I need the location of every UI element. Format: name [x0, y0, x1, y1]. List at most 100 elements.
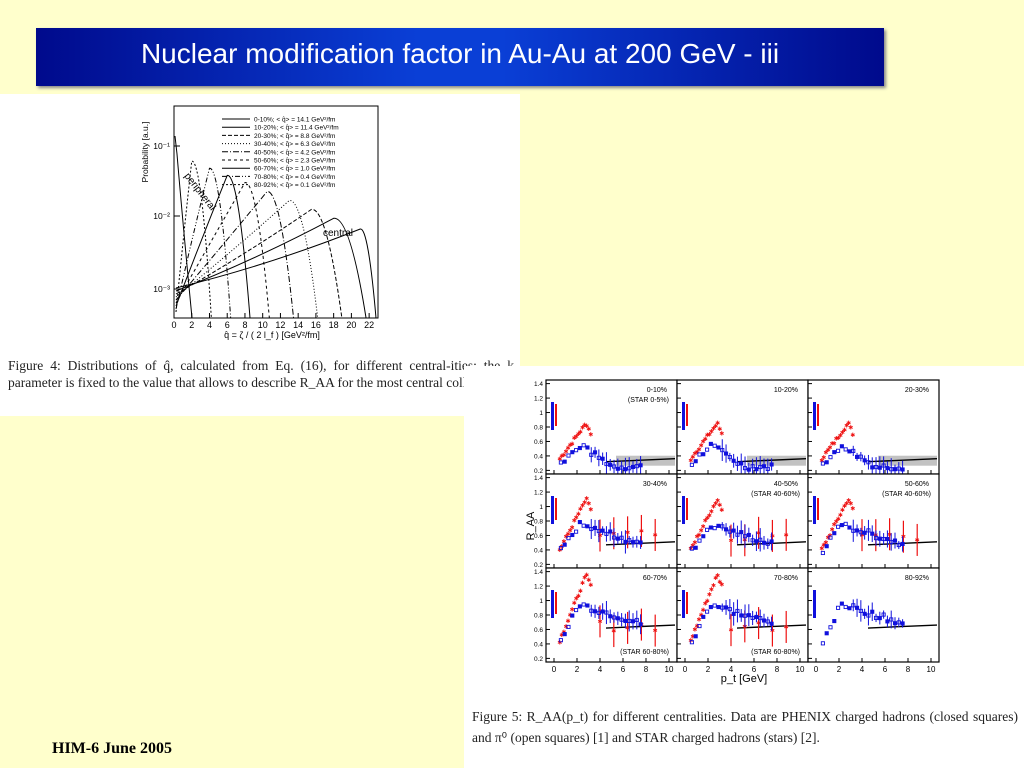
fig4-xtick-label: 20	[346, 320, 356, 330]
fig5-star-point: ✱	[559, 632, 564, 639]
fig4-xtick-label: 4	[207, 320, 212, 330]
fig5-phenix-point	[820, 641, 825, 646]
fig5-phenix-point	[577, 520, 582, 525]
fig5-phenix-point	[847, 606, 852, 611]
fig5-phenix-point	[889, 617, 894, 622]
fig5-star-point: ✱	[566, 618, 571, 625]
fig5-phenix-point	[600, 609, 605, 614]
fig5-star-point: ✱	[844, 422, 849, 429]
fig5-phenix-point	[847, 449, 852, 454]
fig5-phenix-point	[855, 528, 860, 533]
fig5-phenix-point	[693, 634, 698, 639]
fig5-phenix-point	[619, 617, 624, 622]
fig5-phenix-point	[873, 615, 879, 620]
fig5-panel: 1.41.210.80.60.40.230-40%✱✱✱✱✱✱✱✱✱✱✱✱✱✱✱…	[534, 473, 678, 569]
fig5-phenix-point	[820, 461, 825, 466]
fig5-theory-band	[878, 455, 937, 466]
fig5-star-point: ✱	[568, 527, 573, 534]
fig5-phenix-point	[824, 460, 829, 465]
fig5-ytick-label: 1.4	[534, 569, 543, 576]
fig5-phenix-point	[701, 452, 706, 457]
fig5-phenix-point	[851, 448, 856, 453]
fig5-star-point: ✱	[584, 572, 589, 579]
fig5-star-point: ✱	[578, 429, 583, 436]
fig5-phenix-point	[720, 605, 725, 610]
fig5-star-point: ✱	[832, 521, 837, 528]
fig5-xtick-label: 10	[927, 665, 936, 674]
fig4-curve	[175, 167, 232, 319]
fig5-phenix-point	[731, 528, 736, 533]
fig5-phenix-point	[858, 608, 863, 613]
fig5-star-point: ✱	[694, 534, 699, 541]
fig5-xtick-label: 8	[644, 665, 649, 674]
fig5-xtick-label: 10	[665, 665, 674, 674]
fig5-star-point: ✱	[709, 428, 714, 435]
fig5-phenix-point	[727, 529, 732, 534]
fig5-phenix-point	[754, 539, 759, 544]
fig5-phenix-point	[746, 467, 751, 472]
fig5-star-point: ✱	[692, 626, 697, 633]
fig5-norm-error-phenix	[551, 590, 554, 618]
fig5-phenix-point	[769, 539, 774, 544]
fig5-star-point: ✱	[770, 628, 775, 635]
fig5-phenix-point	[735, 608, 740, 614]
title-bar: Nuclear modification factor in Au-Au at …	[36, 28, 884, 86]
fig5-star-point: ✱	[688, 457, 693, 464]
fig5-star-point: ✱	[570, 441, 575, 448]
fig5-phenix-point	[836, 605, 841, 610]
fig5-phenix-point	[761, 464, 767, 469]
fig4-curve	[175, 191, 295, 319]
fig5-norm-error-star	[686, 592, 688, 614]
fig4-xlabel: q̂ = ζ / ( 2 l_f ) [GeV²/fm]	[224, 330, 320, 340]
fig4-curve	[175, 182, 270, 319]
fig5-phenix-point	[634, 617, 639, 623]
fig5-phenix-point	[858, 530, 863, 535]
fig5-xtick-label: 0	[552, 665, 557, 674]
fig5-phenix-point	[581, 523, 586, 528]
fig5-phenix-point	[708, 525, 713, 530]
fig5-star-point: ✱	[692, 539, 697, 546]
fig5-phenix-point	[889, 539, 894, 545]
fig5-phenix-point	[689, 546, 694, 551]
fig4-ylabel: Probability [a.u.]	[140, 122, 150, 183]
fig5-panel-label: 40-50%	[774, 481, 798, 488]
fig5-star-point: ✱	[699, 528, 704, 535]
fig5-phenix-point	[600, 528, 605, 533]
fig4-legend-entry: 30-40%; < q̂> = 6.3 GeV²/fm	[254, 141, 335, 148]
fig5-norm-error-star	[817, 404, 819, 426]
fig5-phenix-point	[604, 610, 609, 615]
fig5-phenix-point	[638, 622, 643, 627]
fig5-ytick-label: 1.2	[534, 584, 543, 591]
fig5-star-point: ✱	[586, 500, 591, 507]
fig5-panel-label: 60-70%	[643, 575, 667, 582]
fig5-phenix-point	[705, 447, 710, 452]
fig4-xtick-label: 16	[311, 320, 321, 330]
fig5-phenix-point	[877, 465, 882, 470]
fig5-star-point: ✱	[901, 534, 906, 541]
fig5-phenix-point	[862, 530, 867, 535]
fig5-xtick-label: 2	[837, 665, 842, 674]
fig5-phenix-point	[604, 461, 609, 467]
fig5-star-point: ✱	[578, 506, 583, 513]
fig5-phenix-point	[858, 454, 863, 459]
fig5-xtick-label: 10	[796, 665, 805, 674]
fig5-phenix-point	[558, 460, 563, 465]
fig5-phenix-point	[836, 524, 841, 529]
fig5-phenix-point	[570, 532, 575, 538]
fig5-star-point: ✱	[690, 454, 695, 461]
fig5-phenix-point	[724, 451, 729, 456]
fig5-star-point: ✱	[574, 433, 579, 440]
fig5-phenix-point	[889, 467, 894, 472]
fig4-xtick-label: 0	[171, 320, 176, 330]
fig5-phenix-point	[574, 607, 579, 613]
fig4-legend-entry: 70-80%; < q̂> = 0.4 GeV²/fm	[254, 174, 335, 181]
fig5-phenix-point	[611, 615, 617, 620]
fig5-phenix-point	[746, 532, 751, 538]
fig4-xtick-label: 6	[225, 320, 230, 330]
fig5-phenix-point	[611, 535, 617, 540]
fig5-phenix-point	[724, 527, 729, 532]
fig5-star-point: ✱	[576, 593, 581, 600]
fig5-star-point: ✱	[728, 627, 733, 634]
fig5-phenix-point	[634, 539, 639, 544]
fig5-ytick-label: 1.2	[534, 396, 543, 403]
